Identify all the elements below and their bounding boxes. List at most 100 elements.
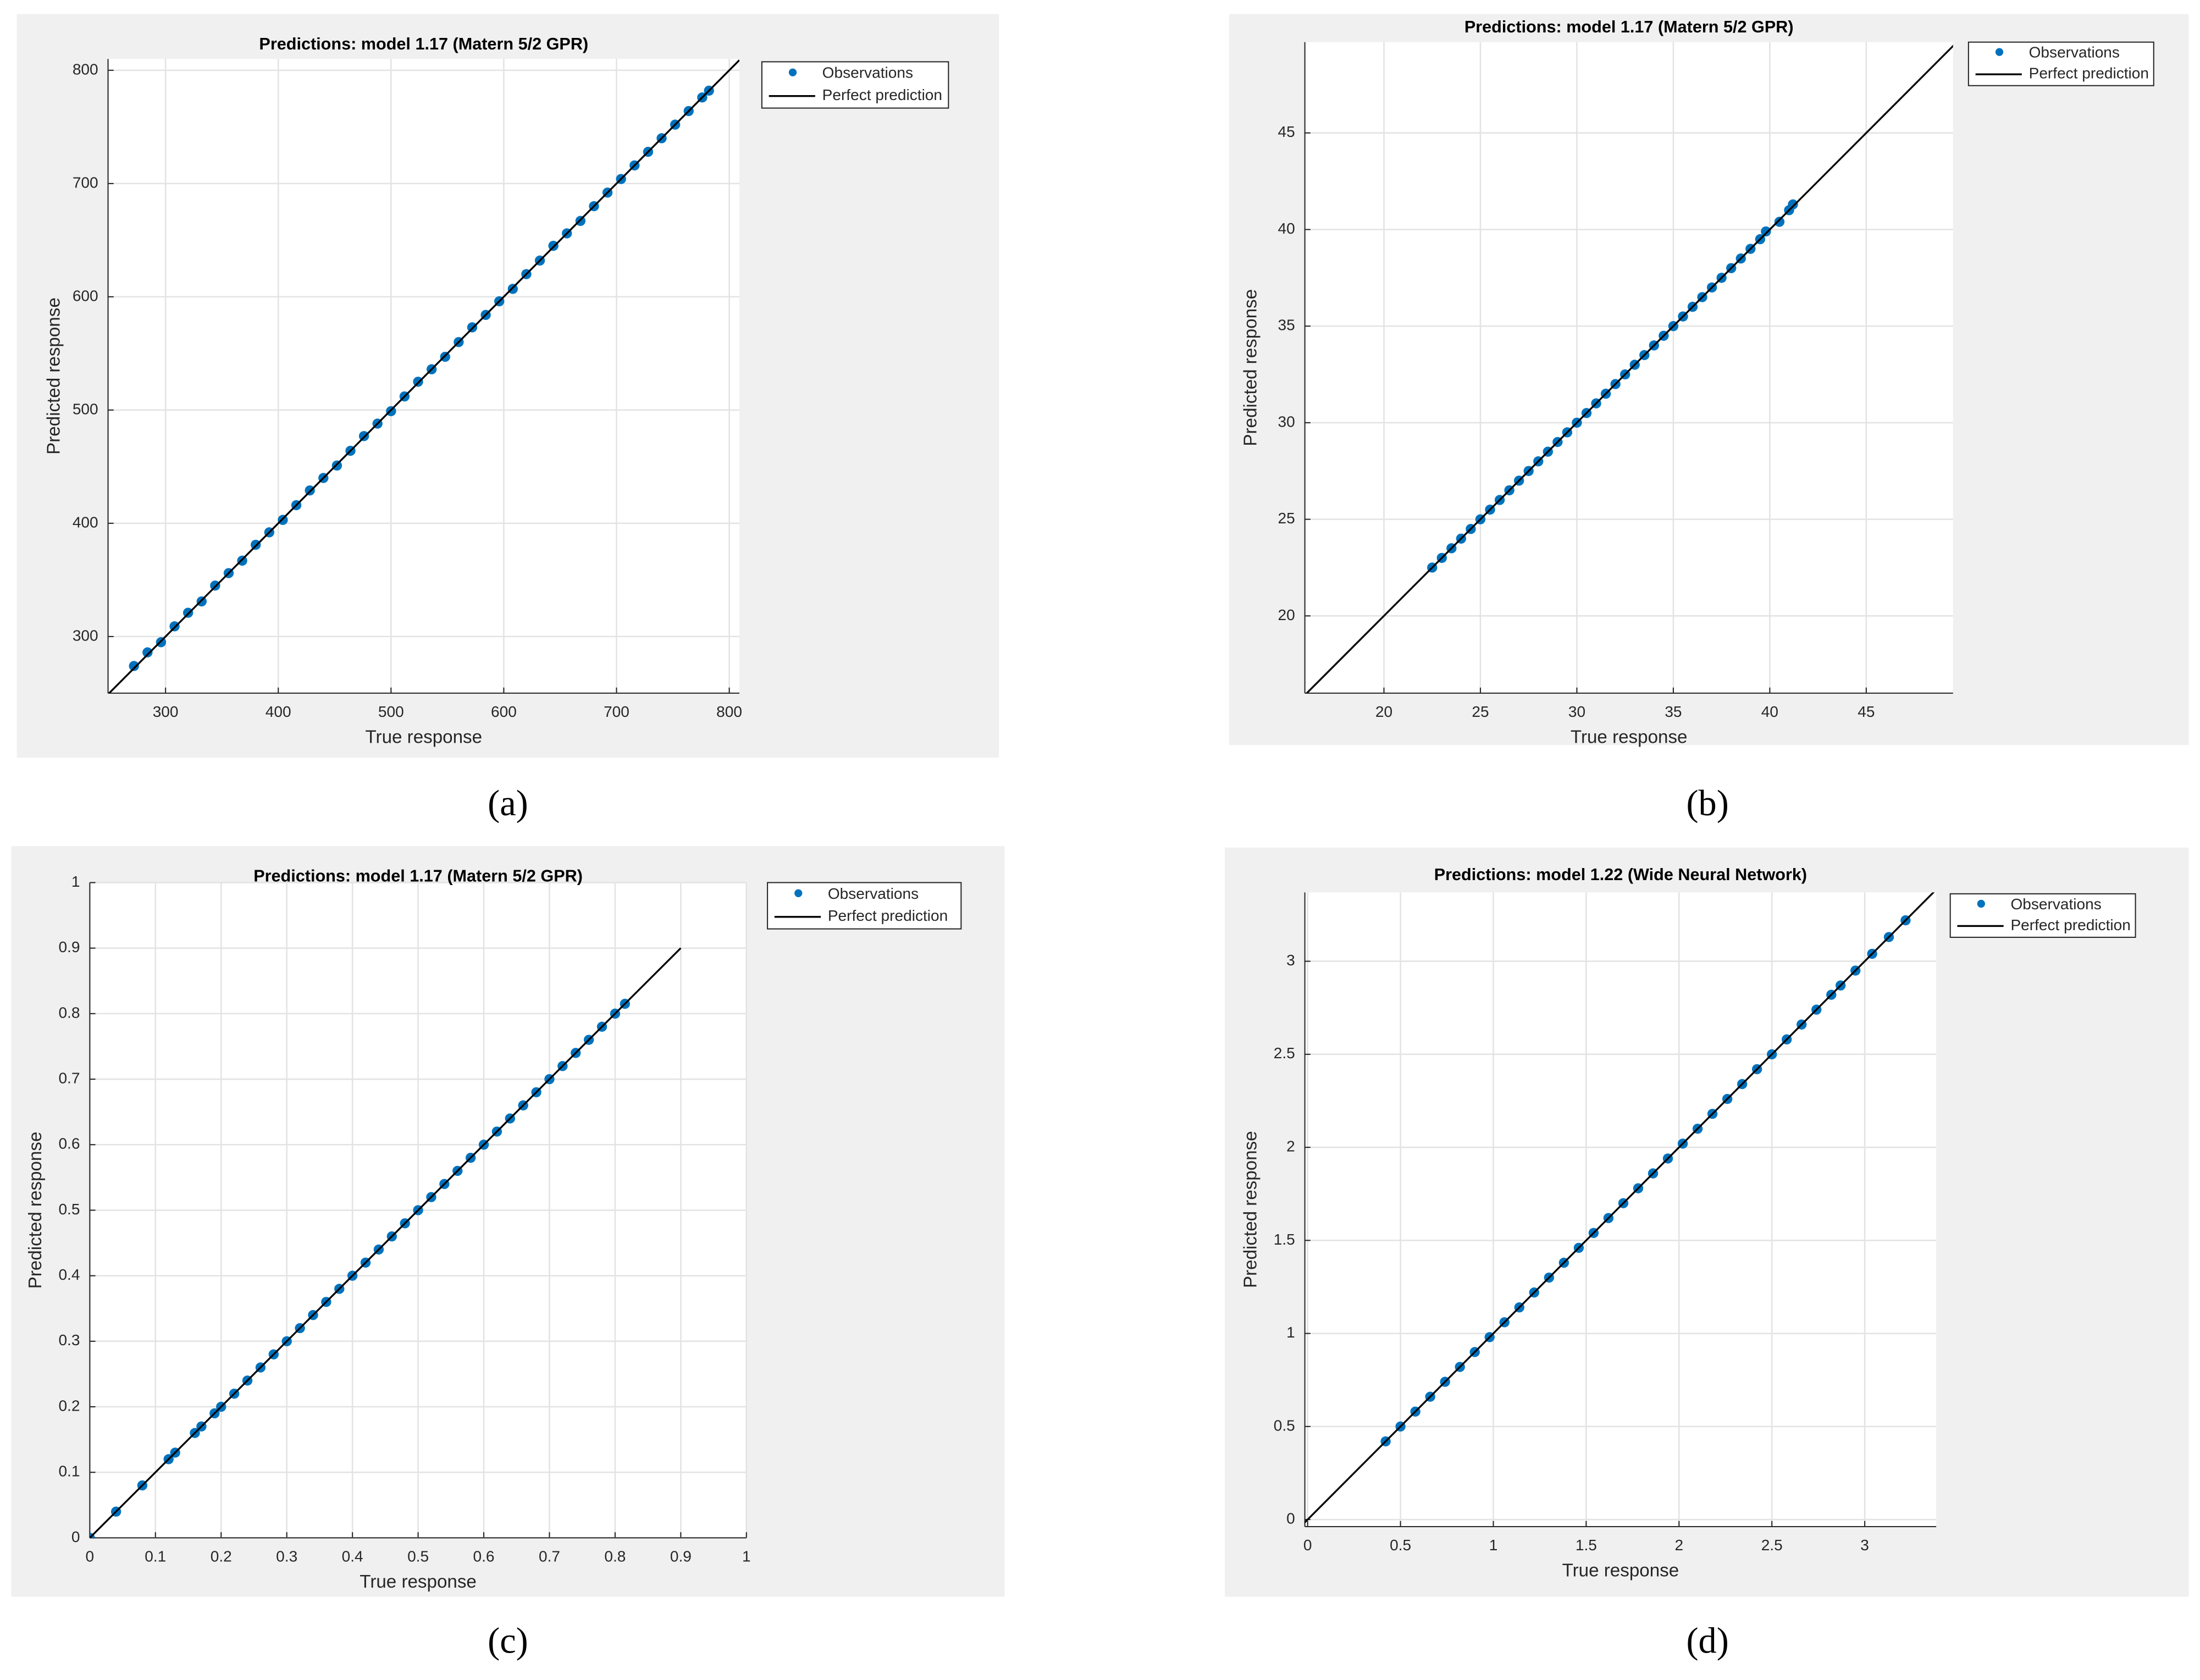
y-tick-label: 700 xyxy=(73,174,98,191)
x-tick-label: 1 xyxy=(742,1548,751,1565)
y-tick-label: 0.3 xyxy=(58,1331,80,1349)
x-tick-label: 800 xyxy=(716,703,742,720)
legend-label: Observations xyxy=(2029,44,2120,61)
perfect-line xyxy=(1304,892,1935,1524)
y-tick-label: 800 xyxy=(73,60,98,78)
perfect-line xyxy=(1305,45,1953,693)
y-tick-label: 0.9 xyxy=(58,938,80,955)
x-tick-label: 30 xyxy=(1568,703,1585,720)
plot-area xyxy=(1305,45,1953,693)
x-tick-label: 0.7 xyxy=(539,1548,560,1565)
y-tick-label: 400 xyxy=(73,513,98,530)
caption: (b) xyxy=(1686,783,1728,824)
chart-title: Predictions: model 1.17 (Matern 5/2 GPR) xyxy=(253,866,583,885)
legend-label: Observations xyxy=(822,64,913,81)
y-tick-label: 0.7 xyxy=(58,1069,80,1086)
y-tick-label: 300 xyxy=(73,627,98,644)
x-tick-label: 400 xyxy=(266,703,291,720)
x-tick-label: 1.5 xyxy=(1576,1537,1597,1554)
x-axis-label: True response xyxy=(1571,727,1688,747)
y-tick-label: 0.5 xyxy=(58,1201,80,1218)
x-tick-label: 500 xyxy=(378,703,404,720)
y-tick-label: 35 xyxy=(1278,317,1295,334)
caption: (a) xyxy=(488,783,528,824)
x-tick-label: 0 xyxy=(1303,1537,1312,1554)
x-axis-label: True response xyxy=(1562,1560,1679,1580)
caption: (c) xyxy=(488,1621,528,1661)
y-axis-label: Predicted response xyxy=(1240,1131,1261,1288)
x-tick-label: 0.3 xyxy=(276,1548,297,1565)
observation-point xyxy=(1774,217,1785,227)
y-tick-label: 0.4 xyxy=(58,1266,80,1283)
y-tick-label: 2 xyxy=(1286,1138,1295,1155)
x-tick-label: 0.2 xyxy=(211,1548,232,1565)
x-tick-label: 1 xyxy=(1489,1537,1498,1554)
y-tick-label: 0.8 xyxy=(58,1004,80,1021)
legend-marker xyxy=(788,68,797,76)
x-tick-label: 0.8 xyxy=(604,1548,626,1565)
legend-label: Perfect prediction xyxy=(828,907,948,924)
observation-point xyxy=(129,661,139,671)
y-tick-label: 2.5 xyxy=(1274,1045,1295,1062)
x-tick-label: 35 xyxy=(1665,703,1682,720)
y-tick-label: 0 xyxy=(1286,1510,1295,1527)
observation-point xyxy=(142,647,153,657)
plot-area xyxy=(90,947,682,1538)
x-tick-label: 600 xyxy=(491,703,517,720)
observation-point xyxy=(1788,199,1798,210)
y-tick-label: 0.6 xyxy=(58,1135,80,1152)
legend-label: Perfect prediction xyxy=(2010,916,2130,933)
x-tick-label: 0.5 xyxy=(407,1548,429,1565)
legend-marker xyxy=(1995,48,2004,56)
axes-background xyxy=(1304,42,1953,693)
perfect-line xyxy=(90,947,682,1538)
x-tick-label: 2.5 xyxy=(1761,1537,1783,1554)
chart-title: Predictions: model 1.17 (Matern 5/2 GPR) xyxy=(1464,18,1794,36)
x-tick-label: 45 xyxy=(1858,703,1875,720)
x-tick-label: 700 xyxy=(604,703,629,720)
y-tick-label: 600 xyxy=(73,287,98,304)
y-axis-label: Predicted response xyxy=(25,1132,46,1289)
legend-marker xyxy=(1977,899,1985,908)
legend-marker xyxy=(794,889,803,897)
x-tick-label: 0.4 xyxy=(342,1548,363,1565)
x-tick-label: 0 xyxy=(86,1548,95,1565)
y-tick-label: 0.2 xyxy=(58,1397,80,1414)
chart-title: Predictions: model 1.17 (Matern 5/2 GPR) xyxy=(259,35,588,53)
y-tick-label: 500 xyxy=(73,400,98,417)
plot-area xyxy=(108,59,740,693)
perfect-line xyxy=(108,59,740,693)
y-tick-label: 0.1 xyxy=(58,1463,80,1480)
x-axis-label: True response xyxy=(360,1572,477,1592)
legend-label: Observations xyxy=(2010,896,2101,913)
x-tick-label: 0.5 xyxy=(1390,1537,1411,1554)
x-tick-label: 25 xyxy=(1472,703,1489,720)
legend-label: Perfect prediction xyxy=(822,86,942,103)
observation-point xyxy=(1761,226,1771,237)
x-tick-label: 0.9 xyxy=(670,1548,692,1565)
y-tick-label: 1.5 xyxy=(1274,1231,1295,1248)
y-axis-label: Predicted response xyxy=(1240,289,1261,446)
legend-label: Perfect prediction xyxy=(2029,65,2149,82)
x-tick-label: 0.6 xyxy=(473,1548,495,1565)
y-tick-label: 0.5 xyxy=(1274,1417,1295,1434)
caption: (d) xyxy=(1686,1621,1728,1661)
x-tick-label: 0.1 xyxy=(145,1548,166,1565)
y-tick-label: 1 xyxy=(71,873,80,890)
y-tick-label: 1 xyxy=(1286,1324,1295,1341)
y-tick-label: 45 xyxy=(1278,123,1295,140)
plot-area xyxy=(1304,892,1935,1524)
x-tick-label: 3 xyxy=(1860,1537,1869,1554)
chart-title: Predictions: model 1.22 (Wide Neural Net… xyxy=(1434,865,1807,884)
y-tick-label: 0 xyxy=(71,1528,80,1545)
y-tick-label: 40 xyxy=(1278,220,1295,237)
y-tick-label: 20 xyxy=(1278,606,1295,623)
x-tick-label: 40 xyxy=(1761,703,1778,720)
legend-label: Observations xyxy=(828,885,919,902)
x-tick-label: 300 xyxy=(153,703,179,720)
y-axis-label: Predicted response xyxy=(43,297,64,455)
x-tick-label: 20 xyxy=(1375,703,1392,720)
